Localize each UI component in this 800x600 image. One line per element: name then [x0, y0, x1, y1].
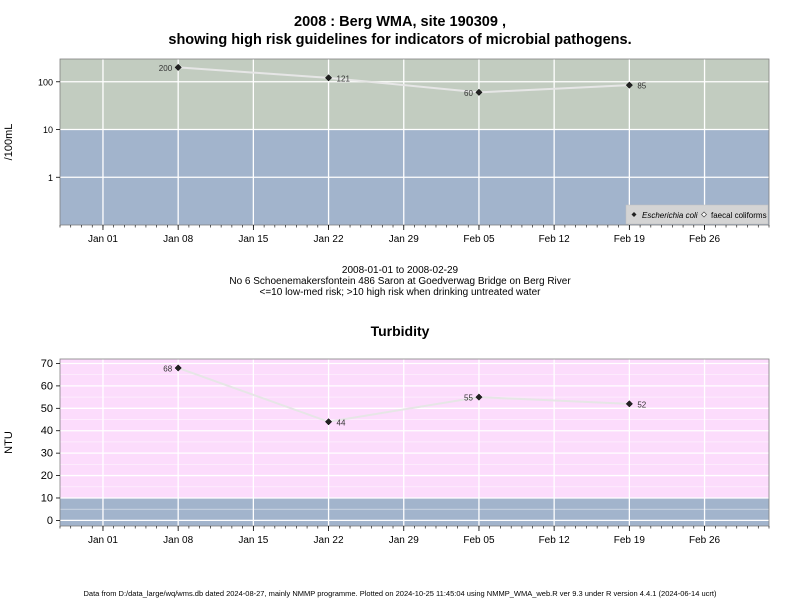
series-line — [177, 367, 630, 423]
y-axis-label: /100mL — [3, 124, 15, 161]
site-text: No 6 Schoenemakersfontein 486 Saron at G… — [229, 276, 571, 287]
data-point — [325, 418, 333, 426]
data-label: 68 — [163, 364, 172, 373]
x-tick-label: Jan 01 — [88, 535, 118, 546]
x-tick-label: Jan 08 — [163, 535, 193, 546]
y-tick-label: 70 — [41, 358, 53, 370]
data-point — [625, 81, 633, 89]
chart2-title: Turbidity — [370, 323, 430, 339]
legend-label-faecal: faecal coliforms — [711, 211, 767, 220]
y-tick-label: 20 — [41, 470, 53, 482]
y-tick-label: 0 — [47, 515, 53, 527]
chart1-title-line1: 2008 : Berg WMA, site 190309 , — [294, 14, 506, 30]
x-tick-label: Feb 19 — [614, 234, 646, 245]
risk-text: <=10 low-med risk; >10 high risk when dr… — [259, 287, 541, 298]
data-label: 60 — [464, 89, 473, 98]
data-label: 121 — [337, 74, 351, 83]
x-tick-label: Jan 29 — [389, 234, 419, 245]
x-tick-label: Jan 22 — [314, 234, 344, 245]
data-point — [475, 393, 483, 401]
legend-marker-ecoli — [631, 212, 637, 217]
data-point — [625, 400, 633, 408]
data-label: 55 — [464, 394, 473, 403]
y-tick-label: 1 — [48, 173, 53, 183]
data-point — [325, 74, 333, 82]
risk-band-1 — [60, 359, 769, 498]
x-tick-label: Feb 26 — [689, 234, 721, 245]
y-tick-label: 40 — [41, 425, 53, 437]
data-label: 200 — [159, 64, 173, 73]
legend-marker-faecal — [701, 211, 707, 218]
series-line — [178, 66, 630, 94]
y-axis-label: NTU — [3, 431, 15, 454]
legend-box — [625, 204, 769, 225]
data-point — [174, 364, 182, 372]
data-point — [475, 88, 483, 96]
legend-label-ecoli: Escherichia coli — [642, 211, 698, 220]
x-tick-label: Feb 12 — [539, 535, 571, 546]
y-tick-label: 10 — [41, 492, 53, 504]
x-tick-label: Jan 22 — [314, 535, 344, 546]
x-tick-label: Feb 05 — [463, 535, 495, 546]
chart1-title-line2: showing high risk guidelines for indicat… — [168, 32, 632, 48]
data-label: 44 — [337, 418, 346, 427]
x-tick-label: Jan 29 — [389, 535, 419, 546]
period-text: 2008-01-01 to 2008-02-29 — [341, 265, 459, 276]
x-tick-label: Feb 26 — [689, 535, 721, 546]
y-tick-label: 100 — [38, 77, 53, 87]
y-tick-label: 50 — [41, 403, 53, 415]
x-tick-label: Jan 15 — [238, 234, 268, 245]
risk-band-0 — [60, 497, 769, 526]
data-point — [174, 63, 182, 71]
data-label: 85 — [637, 82, 646, 91]
y-tick-label: 10 — [43, 125, 53, 135]
x-tick-label: Jan 08 — [163, 234, 193, 245]
data-label: 52 — [637, 400, 646, 409]
x-tick-label: Jan 15 — [238, 535, 268, 546]
y-tick-label: 60 — [41, 380, 53, 392]
y-tick-label: 30 — [41, 448, 53, 460]
x-tick-label: Jan 01 — [88, 234, 118, 245]
x-tick-label: Feb 05 — [463, 234, 495, 245]
footer-note: Data from D:/data_large/wq/wms.db dated … — [83, 589, 717, 598]
x-tick-label: Feb 12 — [539, 234, 571, 245]
x-tick-label: Feb 19 — [614, 535, 646, 546]
